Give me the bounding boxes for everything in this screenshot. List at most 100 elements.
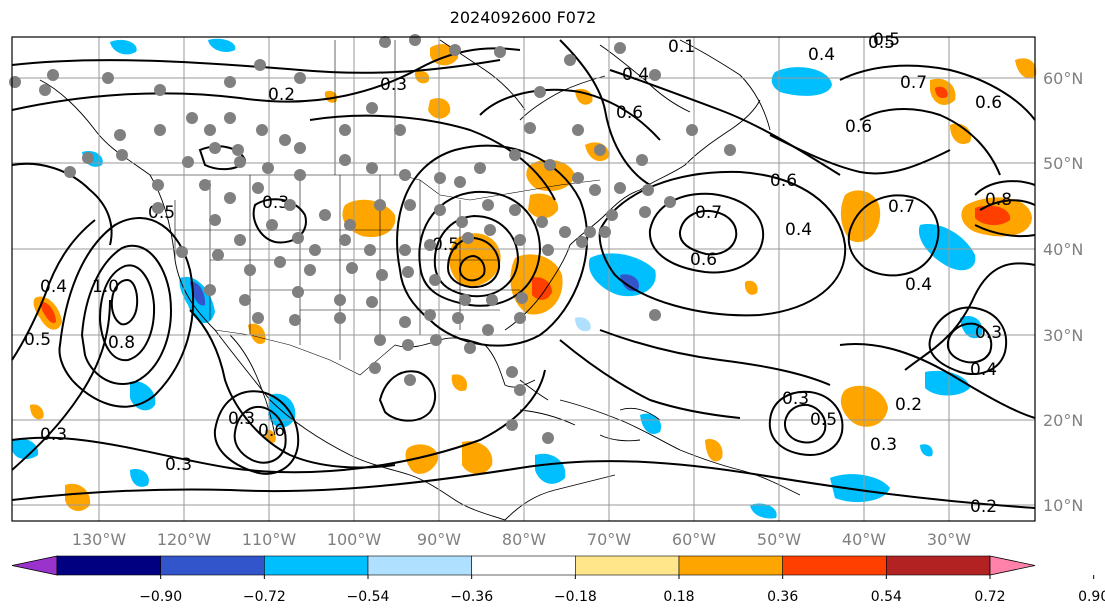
- station-dot: [47, 69, 59, 81]
- contour-line: [458, 254, 486, 282]
- shaded-patch: [1015, 58, 1037, 79]
- lon-label: 50°W: [757, 530, 801, 549]
- station-dot: [204, 124, 216, 136]
- colorbar-tick-label: −0.54: [347, 589, 390, 605]
- station-dot: [486, 294, 498, 306]
- station-dot: [636, 154, 648, 166]
- station-dot: [224, 76, 236, 88]
- contour-label: 0.6: [975, 93, 1002, 113]
- contour-line: [769, 134, 951, 175]
- colorbar-tick-label: 0.54: [871, 589, 902, 605]
- contour-label: 0.2: [895, 395, 922, 415]
- colorbar-tick-label: 0.72: [974, 589, 1005, 605]
- station-dot: [366, 162, 378, 174]
- contour-line: [11, 59, 501, 74]
- station-dot: [484, 224, 496, 236]
- contour-label: 0.5: [868, 33, 895, 53]
- shaded-patch: [248, 323, 266, 345]
- station-dot: [542, 244, 554, 256]
- station-dot: [509, 149, 521, 161]
- shaded-patch: [130, 381, 156, 411]
- station-dot: [346, 262, 358, 274]
- station-dot: [404, 199, 416, 211]
- station-dot: [399, 316, 411, 328]
- contour-line: [768, 390, 844, 456]
- coastline: [599, 44, 691, 113]
- lon-label: 60°W: [672, 530, 716, 549]
- station-dot: [334, 312, 346, 324]
- contour-label: 0.3: [40, 425, 67, 445]
- contour-label: 0.1: [668, 37, 695, 57]
- contour-line: [979, 199, 1036, 211]
- contour-line: [974, 180, 1036, 196]
- station-dot: [64, 166, 76, 178]
- contour-line: [839, 64, 1036, 121]
- contour-label: 0.3: [870, 435, 897, 455]
- lon-label: 80°W: [502, 530, 546, 549]
- colorbar-bin: [575, 555, 680, 576]
- lat-label: 50°N: [1043, 154, 1083, 173]
- contour-line: [110, 278, 139, 326]
- lon-label: 120°W: [157, 530, 212, 549]
- lon-label: 90°W: [417, 530, 461, 549]
- contour-line: [928, 306, 1008, 375]
- station-dot: [292, 232, 304, 244]
- lon-label: 130°W: [72, 530, 127, 549]
- contour-label: 0.6: [258, 421, 285, 441]
- colorbar-tick-label: −0.18: [554, 589, 597, 605]
- contour-line: [11, 369, 546, 474]
- station-dot: [379, 36, 391, 48]
- colorbar-bin: [56, 555, 161, 576]
- lon-label: 40°W: [842, 530, 886, 549]
- lon-label: 70°W: [587, 530, 631, 549]
- contour-label: 0.6: [616, 103, 643, 123]
- station-dot: [394, 124, 406, 136]
- colorbar: −0.90 −0.72 −0.54 −0.36 −0.18 0.18 0.36 0.54 0.7…: [11, 555, 1105, 605]
- shaded-patch: [535, 453, 566, 484]
- contour-label: 0.8: [985, 190, 1012, 210]
- contour-label: 0.5: [873, 30, 900, 50]
- political-borders: [150, 40, 601, 376]
- contour-line: [11, 460, 1036, 509]
- contour-label: 0.4: [40, 277, 67, 297]
- longitude-labels: 130°W 120°W 110°W 100°W 90°W 80°W 70°W 60°W 50°W…: [72, 530, 971, 549]
- station-dot: [376, 269, 388, 281]
- shaded-patch: [414, 70, 430, 84]
- shaded-patch: [918, 224, 976, 271]
- station-dot: [456, 216, 468, 228]
- shaded-patch: [575, 317, 591, 332]
- coastline: [229, 334, 276, 436]
- station-dot: [399, 169, 411, 181]
- station-dot: [366, 296, 378, 308]
- contour-line: [648, 192, 765, 274]
- station-dot: [114, 129, 126, 141]
- station-dot: [409, 34, 421, 46]
- station-dot: [506, 419, 518, 431]
- contour-label: 0.7: [900, 73, 927, 93]
- lat-label: 20°N: [1043, 411, 1083, 430]
- station-dot: [182, 156, 194, 168]
- contour-line: [213, 390, 300, 475]
- station-dot: [559, 226, 571, 238]
- contour-line: [189, 309, 396, 469]
- contour-line: [859, 107, 1001, 176]
- contour-line: [58, 217, 194, 408]
- contour-line: [378, 370, 437, 422]
- station-dot: [424, 309, 436, 321]
- station-dot: [254, 59, 266, 71]
- station-dot: [449, 44, 461, 56]
- station-dot: [234, 156, 246, 168]
- contour-label: 0.3: [380, 75, 407, 95]
- station-dot: [599, 226, 611, 238]
- lat-label: 30°N: [1043, 326, 1083, 345]
- station-dot: [224, 112, 236, 124]
- station-dot: [319, 209, 331, 221]
- station-dot: [262, 162, 274, 174]
- station-dot: [252, 312, 264, 324]
- shaded-patch: [190, 281, 206, 306]
- contour-line: [783, 403, 827, 444]
- contour-label: 0.4: [905, 275, 932, 295]
- station-dot: [239, 294, 251, 306]
- contour-label: 0.5: [432, 235, 459, 255]
- lat-label: 10°N: [1043, 496, 1083, 515]
